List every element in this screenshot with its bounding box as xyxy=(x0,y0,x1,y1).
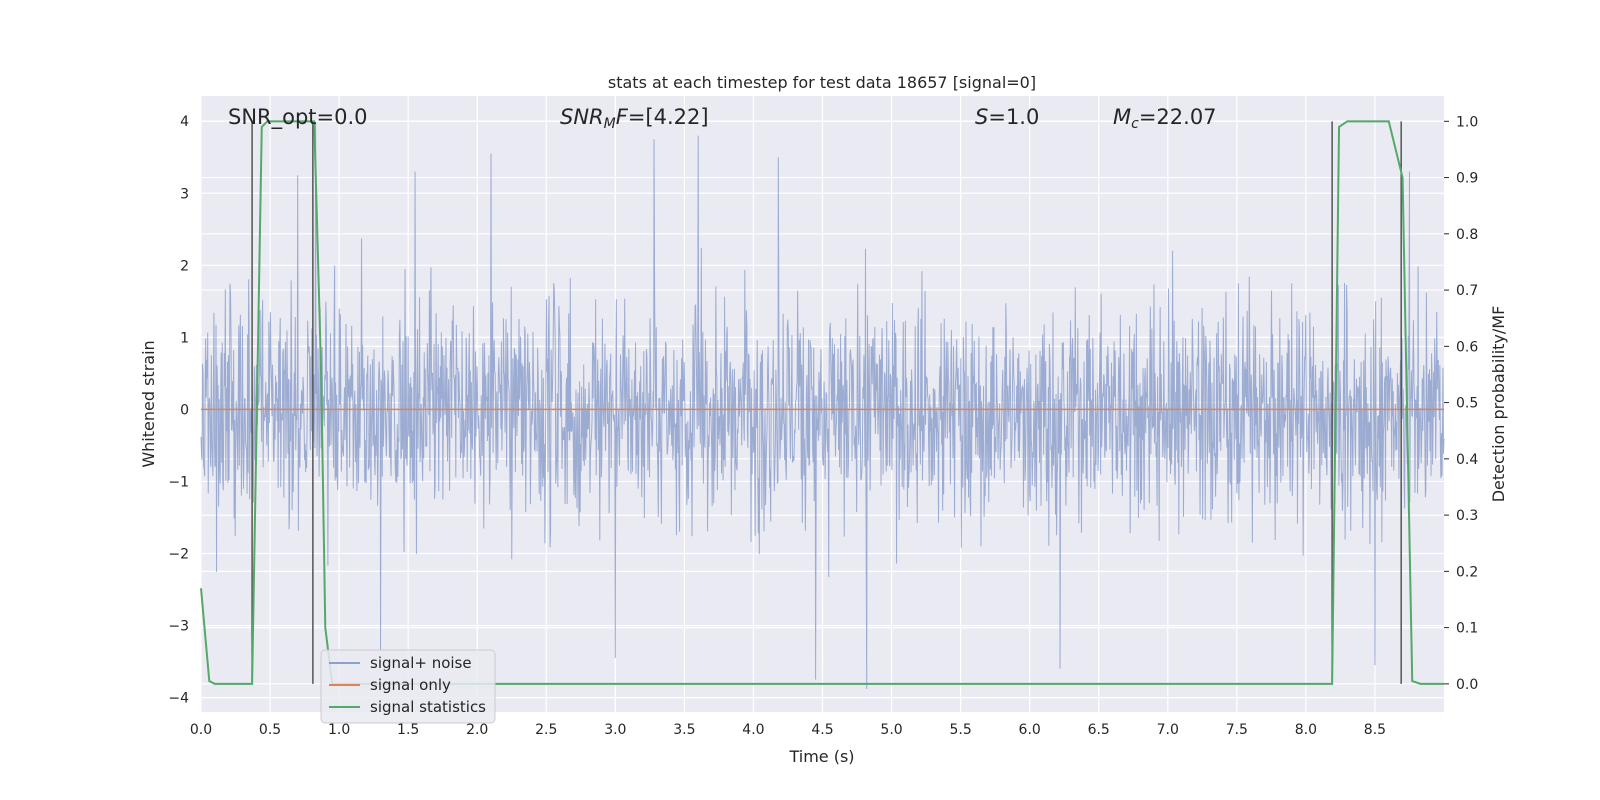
y-left-tick-label-6: −2 xyxy=(168,546,189,562)
legend-label-noise: signal+ noise xyxy=(370,654,472,672)
x-axis-ticks: 0.0 0.5 1.0 1.5 2.0 2.5 3.0 3.5 4.0 4.5 5.0 5.5 6.0 6… xyxy=(190,722,1386,738)
y-right-tick-label-1: 0.9 xyxy=(1456,171,1478,187)
y-right-tick-label-5: 0.5 xyxy=(1456,396,1478,412)
y-left-tick-label-5: −1 xyxy=(168,474,189,490)
chart-title: stats at each timestep for test data 186… xyxy=(608,73,1036,92)
y-right-tick-label-0: 1.0 xyxy=(1456,114,1478,130)
legend-label-signal: signal only xyxy=(370,676,451,694)
y-right-tick-label-8: 0.2 xyxy=(1456,564,1478,580)
y-left-tick-label-8: −4 xyxy=(168,691,189,707)
x-tick-label-9: 4.5 xyxy=(811,722,833,738)
x-tick-label-15: 7.5 xyxy=(1226,722,1248,738)
y-right-tick-label-4: 0.6 xyxy=(1456,339,1478,355)
snr-mf-f: F xyxy=(616,105,629,129)
mc-var: M xyxy=(1113,105,1131,129)
y-right-axis-ticks: 1.0 0.9 0.8 0.7 0.6 0.5 0.4 0.3 0.2 0.1 0.0 xyxy=(1444,114,1478,693)
y-left-tick-label-2: 2 xyxy=(180,258,189,274)
s-value: =1.0 xyxy=(988,105,1039,129)
y-right-axis-label: Detection probability/MF xyxy=(1489,306,1508,503)
snr-mf-value: =[4.22] xyxy=(628,105,709,129)
x-tick-label-2: 1.0 xyxy=(328,722,350,738)
x-tick-label-6: 3.0 xyxy=(604,722,626,738)
y-right-tick-label-6: 0.4 xyxy=(1456,452,1478,468)
snr-mf-var: SNR xyxy=(560,105,604,129)
s-annotation: S=1.0 xyxy=(975,105,1039,129)
y-right-tick-label-2: 0.8 xyxy=(1456,227,1478,243)
snr-mf-sub: M xyxy=(604,116,616,132)
x-tick-label-17: 8.5 xyxy=(1364,722,1386,738)
x-tick-label-7: 3.5 xyxy=(673,722,695,738)
y-left-tick-label-0: 4 xyxy=(180,114,189,130)
mc-value: =22.07 xyxy=(1139,105,1217,129)
y-left-axis-ticks: 4 3 2 1 0 −1 −2 −3 −4 xyxy=(168,114,189,706)
y-right-tick-label-3: 0.7 xyxy=(1456,283,1478,299)
x-tick-label-16: 8.0 xyxy=(1295,722,1317,738)
x-tick-label-11: 5.5 xyxy=(949,722,971,738)
mc-annotation: Mc=22.07 xyxy=(1113,105,1217,132)
y-right-tick-label-7: 0.3 xyxy=(1456,508,1478,524)
mc-sub: c xyxy=(1131,116,1139,132)
x-tick-label-3: 1.5 xyxy=(397,722,419,738)
y-left-tick-label-3: 1 xyxy=(180,330,189,346)
x-tick-label-14: 7.0 xyxy=(1157,722,1179,738)
y-left-tick-label-7: −3 xyxy=(168,619,189,635)
x-tick-label-8: 4.0 xyxy=(742,722,764,738)
s-var: S xyxy=(975,105,988,129)
y-left-tick-label-4: 0 xyxy=(180,402,189,418)
x-axis-label: Time (s) xyxy=(788,747,854,766)
y-right-tick-label-9: 0.1 xyxy=(1456,621,1478,637)
legend: signal+ noise signal only signal statist… xyxy=(320,649,496,724)
y-left-axis-label: Whitened strain xyxy=(139,340,158,467)
x-tick-label-13: 6.5 xyxy=(1088,722,1110,738)
x-tick-label-4: 2.0 xyxy=(466,722,488,738)
legend-box xyxy=(320,649,496,724)
legend-label-stats: signal statistics xyxy=(370,698,486,716)
noise-series xyxy=(200,122,1445,689)
x-tick-label-0: 0.0 xyxy=(190,722,212,738)
y-right-tick-label-10: 0.0 xyxy=(1456,677,1478,693)
snr-opt-annotation: SNR_opt=0.0 xyxy=(228,105,368,130)
x-tick-label-1: 0.5 xyxy=(259,722,281,738)
x-tick-label-5: 2.5 xyxy=(535,722,557,738)
noise-line xyxy=(200,122,1445,689)
x-tick-label-12: 6.0 xyxy=(1019,722,1041,738)
snr-mf-annotation: SNRMF=[4.22] xyxy=(560,105,709,132)
vertical-markers xyxy=(251,121,1402,684)
y-left-tick-label-1: 3 xyxy=(180,186,189,202)
x-tick-label-10: 5.0 xyxy=(880,722,902,738)
